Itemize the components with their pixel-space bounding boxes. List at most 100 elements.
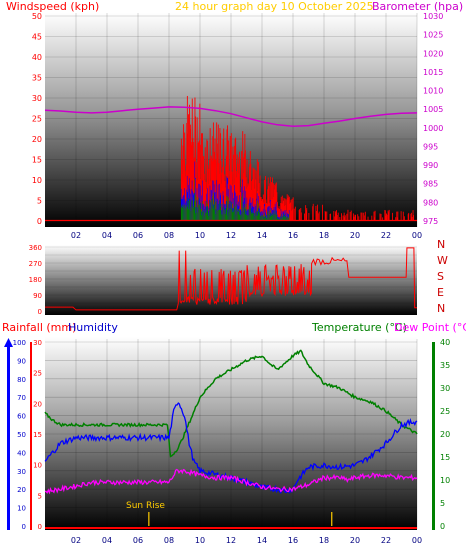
windspeed-tick-label: 5 [37, 197, 42, 206]
barometer-tick-label: 1015 [423, 68, 443, 77]
rainfall-axis-bar [30, 342, 32, 530]
time-tick-label: 02 [71, 536, 81, 545]
humidity-tick-label: 30 [17, 468, 26, 476]
direction-tick-label: 270 [29, 260, 42, 268]
humidity-line [44, 402, 418, 494]
rainfall-tick-label: 10 [33, 462, 42, 470]
rainfall-tick-label: 25 [33, 370, 42, 378]
windspeed-axis: 0 5 10 15 20 25 30 35 40 45 50 [32, 12, 42, 226]
windspeed-tick-label: 20 [32, 135, 42, 144]
sun-markers [148, 512, 333, 526]
humidity-tick-label: 70 [17, 394, 26, 402]
compass-label: S [437, 270, 444, 283]
temperature-axis-bar [432, 342, 435, 530]
time-tick-label: 00 [412, 536, 422, 545]
temperature-axis: 0 5 10 15 20 25 30 35 40 [440, 338, 450, 531]
time-tick-label: 12 [226, 231, 236, 240]
rainfall-tick-label: 0 [38, 523, 42, 531]
direction-axis: 0 90 180 270 360 [29, 244, 42, 316]
temperature-time-axis: 02 04 06 08 10 12 14 16 18 20 22 00 [71, 536, 422, 545]
barometer-tick-label: 1010 [423, 87, 443, 96]
barometer-tick-label: 1000 [423, 124, 443, 133]
temperature-tick-label: 20 [440, 430, 450, 439]
wind-panel-grid [45, 13, 418, 227]
barometer-line [44, 106, 418, 128]
humidity-axis-arrow [4, 338, 13, 347]
barometer-tick-label: 1025 [423, 31, 443, 40]
humidity-tick-label: 50 [17, 431, 26, 439]
humidity-tick-label: 10 [17, 505, 26, 513]
barometer-tick-label: 1030 [423, 12, 443, 21]
compass-label: W [437, 254, 448, 267]
wind-series [45, 95, 417, 222]
time-tick-label: 20 [350, 536, 360, 545]
windspeed-tick-label: 0 [37, 217, 42, 226]
graph-title: 24 hour graph day 10 October 2025 [175, 0, 374, 13]
rainfall-tick-label: 5 [38, 492, 42, 500]
temperature-line [44, 349, 418, 458]
dewpoint-line [44, 468, 418, 495]
rainfall-tick-label: 30 [33, 339, 42, 347]
temperature-tick-label: 5 [440, 499, 445, 508]
barometer-tick-label: 985 [423, 180, 438, 189]
temperature-tick-label: 30 [440, 384, 450, 393]
barometer-tick-label: 975 [423, 217, 438, 226]
time-tick-label: 22 [381, 536, 391, 545]
temperature-tick-label: 0 [440, 522, 445, 531]
time-tick-label: 22 [381, 231, 391, 240]
humidity-tick-label: 40 [17, 449, 26, 457]
barometer-tick-label: 990 [423, 161, 438, 170]
time-tick-label: 10 [195, 231, 205, 240]
time-tick-label: 04 [102, 231, 112, 240]
time-tick-label: 00 [412, 231, 422, 240]
barometer-tick-label: 995 [423, 142, 438, 151]
barometer-axis: 975 980 985 990 995 1000 1005 1010 1015 1020 1025 1… [423, 12, 443, 226]
rainfall-title: Rainfall (mm) [2, 321, 76, 334]
time-tick-label: 06 [133, 536, 143, 545]
direction-tick-label: 90 [33, 292, 42, 300]
time-tick-label: 04 [102, 536, 112, 545]
compass-label: N [437, 302, 445, 315]
temperature-title: Temperature (°C) [311, 321, 407, 334]
time-tick-label: 14 [257, 231, 267, 240]
windspeed-tick-label: 50 [32, 12, 42, 21]
windspeed-tick-label: 45 [32, 33, 42, 42]
direction-tick-label: 180 [29, 276, 42, 284]
humidity-tick-label: 0 [22, 523, 26, 531]
compass-label: N [437, 238, 445, 251]
sunrise-label: Sun Rise [126, 501, 165, 511]
windspeed-tick-label: 25 [32, 115, 42, 124]
humidity-tick-label: 80 [17, 376, 26, 384]
time-tick-label: 14 [257, 536, 267, 545]
compass-label: E [437, 286, 444, 299]
windspeed-tick-label: 40 [32, 53, 42, 62]
windspeed-tick-label: 30 [32, 94, 42, 103]
temperature-tick-label: 25 [440, 407, 450, 416]
humidity-tick-label: 20 [17, 486, 26, 494]
direction-tick-label: 360 [29, 244, 42, 252]
time-tick-label: 08 [164, 536, 174, 545]
time-tick-label: 18 [319, 231, 329, 240]
windspeed-tick-label: 35 [32, 74, 42, 83]
time-tick-label: 02 [71, 231, 81, 240]
barometer-tick-label: 1020 [423, 49, 443, 58]
rainfall-axis: 0 5 10 15 20 25 30 [33, 339, 42, 531]
barometer-title: Barometer (hpa) [372, 0, 463, 13]
dewpoint-title: Dew Point (°C) [394, 321, 466, 334]
time-tick-label: 06 [133, 231, 143, 240]
barometer-tick-label: 980 [423, 198, 438, 207]
humidity-tick-label: 90 [17, 357, 26, 365]
direction-line [45, 247, 417, 311]
temperature-tick-label: 10 [440, 476, 450, 485]
time-tick-label: 10 [195, 536, 205, 545]
rainfall-tick-label: 15 [33, 431, 42, 439]
humidity-tick-label: 60 [17, 413, 26, 421]
temperature-tick-label: 15 [440, 453, 450, 462]
windspeed-tick-label: 10 [32, 176, 42, 185]
rainfall-tick-label: 20 [33, 400, 42, 408]
direction-tick-label: 0 [38, 308, 42, 316]
wind-time-axis: 02 04 06 08 10 12 14 16 18 20 22 00 [71, 231, 422, 240]
time-tick-label: 08 [164, 231, 174, 240]
